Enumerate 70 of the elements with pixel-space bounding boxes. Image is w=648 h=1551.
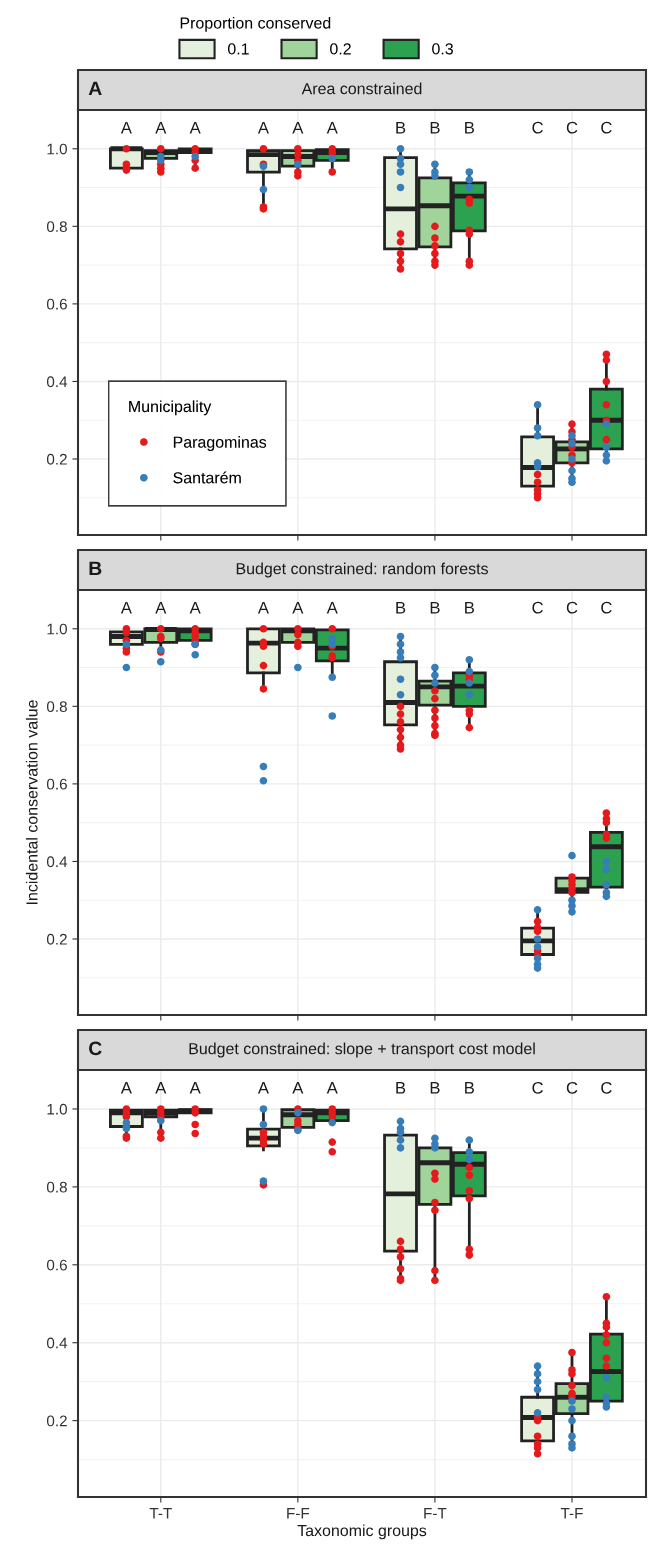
annotation: A (189, 1082, 201, 1094)
annotation: C (566, 601, 578, 614)
x-tick-label: F-T (424, 1507, 447, 1519)
legend-label: Paragominas (173, 436, 267, 451)
text: Proportion conserved (180, 16, 331, 32)
y-tick-label: 1.0 (47, 623, 67, 635)
y-tick-label: 0.2 (46, 933, 67, 945)
annotation: B (430, 601, 440, 614)
annotation: A (155, 1082, 167, 1094)
annotation: C (601, 121, 612, 134)
annotation: B (465, 121, 474, 134)
legend-label: 0.2 (330, 43, 351, 55)
annotation: C (532, 601, 543, 614)
chart-title: Area constrained (301, 82, 422, 95)
y-tick-label: 0.8 (46, 701, 67, 713)
text: A (88, 81, 102, 96)
legend-label: 0.1 (227, 43, 249, 55)
y-tick-label: 1.0 (47, 143, 67, 155)
x-axis-title: Taxonomic groups (297, 1524, 427, 1540)
annotation: A (120, 1082, 132, 1094)
annotation: A (189, 121, 201, 134)
annotation: A (326, 601, 338, 614)
annotation: C (601, 601, 612, 614)
text: B (396, 601, 406, 614)
annotation: B (430, 121, 440, 134)
annotation: B (430, 1082, 440, 1094)
annotation: A (292, 121, 304, 134)
text: C (89, 1041, 102, 1056)
y-axis-title: Incidental conservation value (25, 700, 38, 905)
annotation: B (396, 121, 406, 134)
text: C (532, 1081, 543, 1094)
y-tick-label: 0.4 (46, 856, 68, 868)
y-tick-label: 0.2 (46, 1415, 67, 1427)
y-tick-label: 0.4 (46, 376, 68, 388)
y-tick-label: 0.6 (46, 778, 67, 790)
text: Municipality (129, 400, 212, 416)
annotation: A (120, 601, 132, 614)
annotation: A (292, 601, 304, 614)
chart-title: Budget constrained: random forests (236, 562, 488, 578)
y-tick-label: 0.4 (46, 1337, 68, 1349)
annotation: A (155, 601, 167, 614)
x-tick-label: T-F (560, 1507, 583, 1519)
x-tick-label: T-T (149, 1507, 172, 1519)
y-tick-label: 0.8 (46, 1181, 67, 1193)
legend-label: Santarém (173, 471, 241, 484)
annotation: C (532, 121, 543, 134)
legend-label: 0.3 (432, 43, 453, 55)
annotation: A (326, 1082, 338, 1094)
annotation: A (155, 121, 167, 134)
y-tick-label: 0.2 (46, 453, 67, 465)
annotation: B (396, 1082, 406, 1094)
annotation: A (257, 121, 269, 134)
annotation: C (566, 1081, 578, 1094)
annotation: A (326, 121, 338, 134)
annotation: A (292, 1082, 304, 1094)
annotation: B (465, 601, 474, 614)
annotation: A (257, 1082, 269, 1094)
annotation: B (465, 1082, 474, 1094)
text: B (89, 561, 102, 576)
y-tick-label: 0.6 (46, 1259, 67, 1271)
y-tick-label: 1.0 (47, 1103, 67, 1115)
y-tick-label: 0.6 (46, 298, 67, 310)
text: A (120, 121, 132, 134)
annotation: A (189, 601, 201, 614)
chart-title: Budget constrained: slope + transport cost model (189, 1042, 535, 1058)
y-tick-label: 0.8 (46, 221, 67, 233)
annotation: C (601, 1081, 612, 1094)
x-tick-label: F-F (287, 1507, 310, 1519)
annotation: C (566, 121, 578, 134)
annotation: A (257, 601, 269, 614)
